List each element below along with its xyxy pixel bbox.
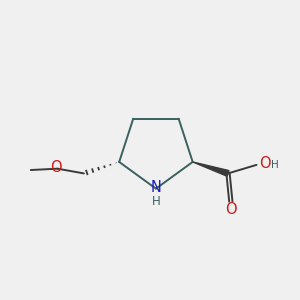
Text: O: O	[226, 202, 237, 217]
Text: H: H	[271, 160, 279, 170]
Text: H: H	[152, 195, 160, 208]
Text: O: O	[50, 160, 62, 175]
Text: O: O	[259, 156, 271, 171]
Text: N: N	[151, 180, 161, 195]
Polygon shape	[193, 162, 229, 176]
